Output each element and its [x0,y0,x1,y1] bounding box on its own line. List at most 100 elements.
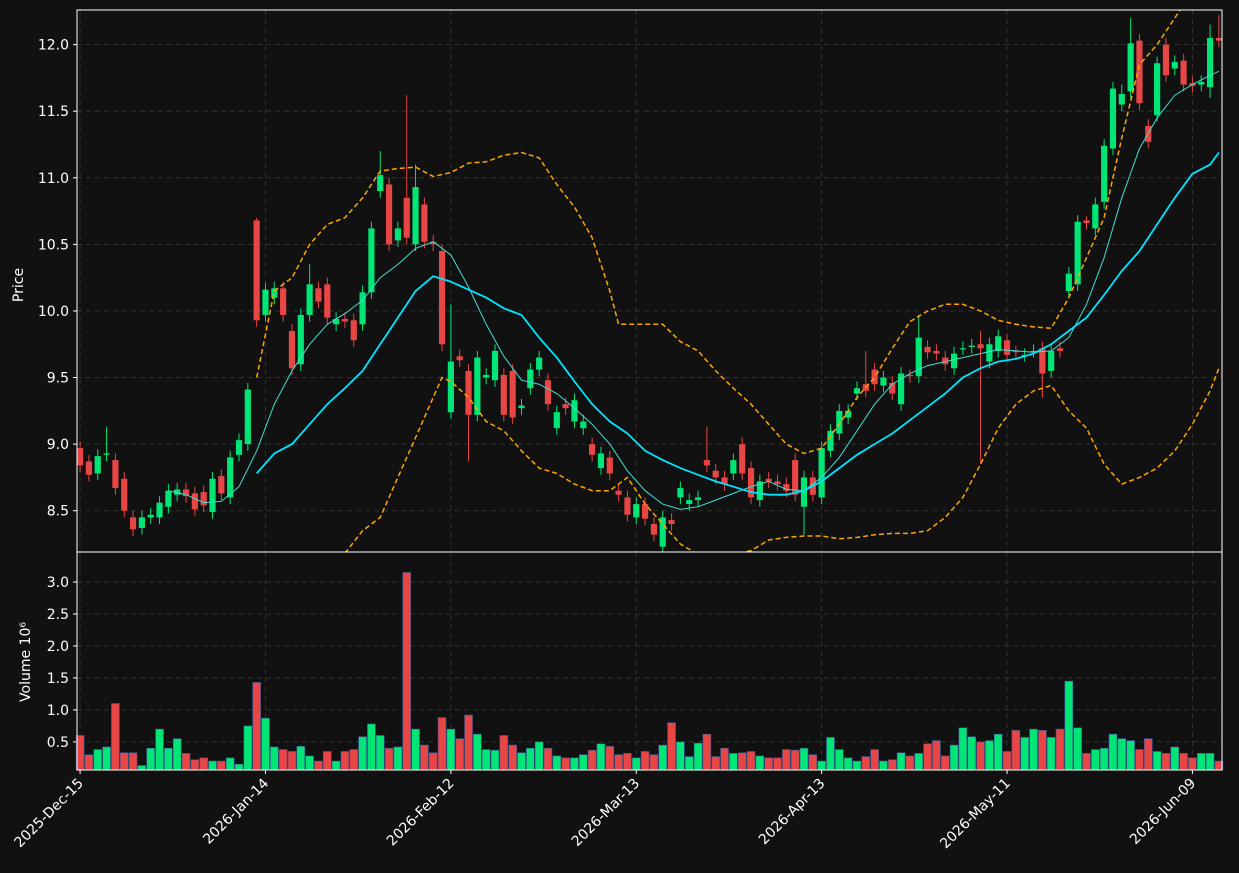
volume-bar [296,746,306,771]
candle-body [509,370,516,418]
candle-body [315,288,322,302]
y-tick-label: 10.0 [38,304,69,320]
candle-body [774,481,781,485]
candle-body [306,284,313,315]
candle-body [218,476,225,494]
volume-bar [517,752,526,771]
candle-body [783,484,790,491]
candle-body [1065,273,1072,291]
volume-bar [861,756,871,771]
candle-body [412,187,419,245]
candle-body [765,478,772,482]
candle-body [235,440,243,455]
candle-body [1162,44,1170,76]
volume-bar [393,746,403,771]
volume-bar [579,754,588,771]
volume-bar [181,753,191,771]
candle-body [359,292,366,325]
volume-bar [993,733,1003,771]
volume-bar [1082,753,1091,771]
candle-body [747,468,755,498]
candle-body [1136,40,1143,104]
volume-bar [684,756,694,771]
candle-body [668,520,675,525]
volume-bar [896,752,906,771]
y-tick-label: 11.5 [38,104,69,120]
candle-body [536,357,543,370]
candle-body [845,410,852,418]
volume-bar [799,747,809,771]
volume-bar [587,749,597,771]
volume-bar [1020,737,1029,771]
volume-bar [420,744,429,771]
y-tick-label: 11.0 [38,171,69,187]
candle-body [77,448,84,466]
volume-bar [217,760,226,771]
volume-bar [464,714,473,771]
volume-bar [349,749,359,771]
candle-body [394,228,401,241]
candle-body [297,314,304,365]
volume-bar [314,760,323,771]
candle-body [368,228,375,293]
candle-body [438,251,446,345]
volume-bar [1091,749,1100,771]
volume-bar [640,751,650,771]
candle-body [430,241,437,245]
volume-bar [729,753,738,771]
volume-bar [1126,740,1135,771]
candle-body [942,357,949,365]
volume-bar [534,741,544,771]
candle-body [950,353,958,369]
volume-bar [1135,749,1144,771]
volume-bar [1046,737,1056,771]
candle-body [1101,145,1108,202]
candle-body [385,184,393,245]
volume-bar [1205,753,1215,771]
candle-body [324,284,331,318]
candle-body [483,374,490,378]
candle-body [209,478,216,513]
candle-body [800,477,808,507]
moving-average-line [168,70,1220,510]
candle-body [500,374,507,415]
candle-body [129,517,137,530]
volume-bar [764,757,773,771]
volume-bar [543,747,553,771]
volume-bar [437,717,447,771]
candle-body [341,318,349,322]
candle-body [1056,348,1064,351]
candle-body [677,488,684,498]
volume-bar [932,740,941,771]
volume-bar [614,754,623,771]
candle-body [694,497,702,501]
candle-body [633,504,640,518]
volume-bar [1038,730,1047,771]
y-tick-label: 2.5 [47,607,69,623]
volume-bar [1011,730,1021,771]
volume-bar [958,727,968,771]
candle-body [262,289,269,315]
volume-bar [914,753,924,771]
volume-bar [199,757,208,771]
candle-body [1171,61,1178,69]
moving-average-line [256,151,1220,496]
candle-body [1154,63,1161,116]
volume-bar [887,759,897,771]
candle-body [491,350,499,381]
volume-bar [711,756,720,771]
candle-body [165,490,172,507]
y-tick-label: 9.5 [47,371,69,387]
volume-bar [623,753,632,771]
candle-body [1083,220,1090,224]
volume-bar [481,749,491,771]
candle-body [1074,221,1081,285]
candle-body [977,344,984,349]
volume-bar [111,703,120,771]
y-tick-label: 2.0 [47,639,69,655]
candle-body [1180,60,1187,85]
volume-bar [905,755,915,771]
